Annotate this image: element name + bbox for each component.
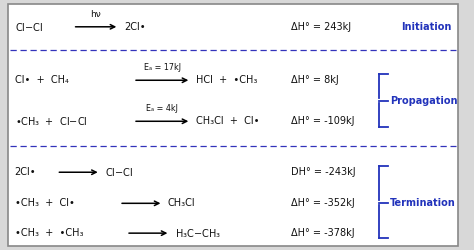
- Text: Propagation: Propagation: [390, 96, 457, 106]
- Text: Termination: Termination: [390, 198, 456, 207]
- Text: CH₃Cl: CH₃Cl: [168, 198, 196, 208]
- Text: •CH₃  +  •CH₃: •CH₃ + •CH₃: [15, 228, 83, 238]
- Text: HCl  +  •CH₃: HCl + •CH₃: [196, 75, 257, 85]
- Text: ΔH° = -378kJ: ΔH° = -378kJ: [291, 228, 355, 238]
- Text: CH₃Cl  +  Cl•: CH₃Cl + Cl•: [196, 116, 259, 126]
- Text: H₃C$-$CH₃: H₃C$-$CH₃: [175, 227, 221, 239]
- Text: ΔH° = -352kJ: ΔH° = -352kJ: [291, 198, 355, 208]
- Text: 2Cl•: 2Cl•: [124, 22, 146, 32]
- Text: •CH₃  +  Cl$-$Cl: •CH₃ + Cl$-$Cl: [15, 115, 87, 127]
- Text: Cl•  +  CH₄: Cl• + CH₄: [15, 75, 69, 85]
- Text: 2Cl•: 2Cl•: [15, 167, 36, 177]
- Text: Initiation: Initiation: [401, 22, 451, 32]
- Text: Eₐ = 4kJ: Eₐ = 4kJ: [146, 104, 178, 113]
- Text: ΔH° = 8kJ: ΔH° = 8kJ: [291, 75, 339, 85]
- Text: Cl$-$Cl: Cl$-$Cl: [15, 21, 43, 33]
- Text: ΔH° = -109kJ: ΔH° = -109kJ: [291, 116, 355, 126]
- Text: •CH₃  +  Cl•: •CH₃ + Cl•: [15, 198, 74, 208]
- Text: DH° = -243kJ: DH° = -243kJ: [291, 167, 356, 177]
- Text: Cl$-$Cl: Cl$-$Cl: [105, 166, 134, 178]
- FancyBboxPatch shape: [8, 4, 458, 246]
- Text: ΔH° = 243kJ: ΔH° = 243kJ: [291, 22, 351, 32]
- Text: hν: hν: [91, 10, 101, 19]
- Text: Eₐ = 17kJ: Eₐ = 17kJ: [144, 63, 181, 72]
